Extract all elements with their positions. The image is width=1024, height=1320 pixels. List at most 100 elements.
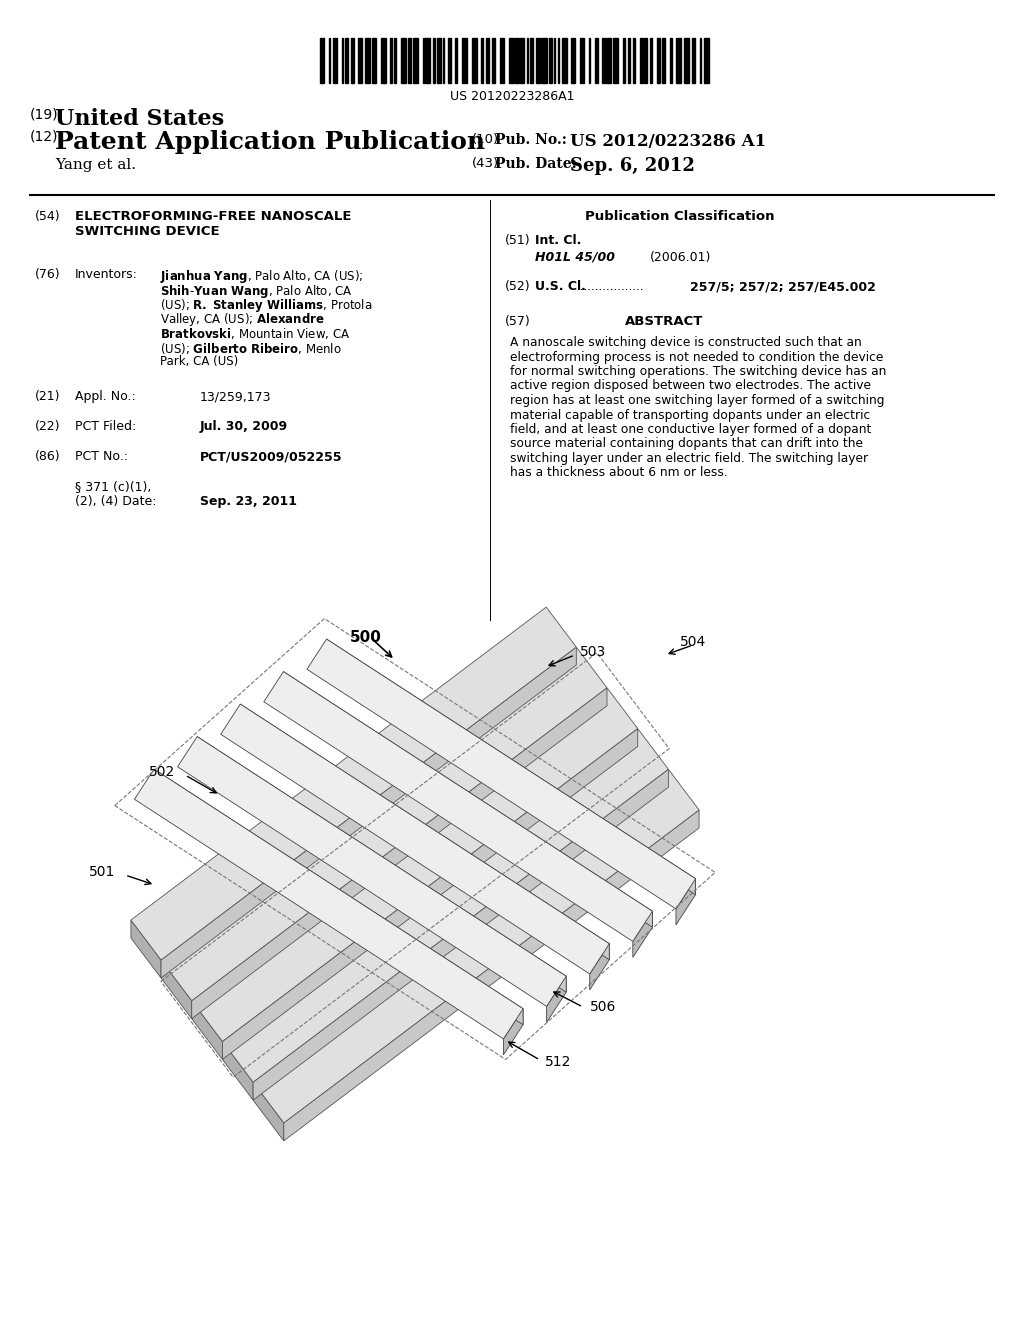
Polygon shape	[134, 770, 523, 1039]
Bar	[613, 38, 618, 83]
Polygon shape	[193, 1002, 222, 1060]
Bar	[580, 38, 584, 83]
Text: 503: 503	[580, 645, 606, 659]
Text: ABSTRACT: ABSTRACT	[625, 315, 703, 327]
Text: § 371 (c)(1),
(2), (4) Date:: § 371 (c)(1), (2), (4) Date:	[75, 480, 157, 508]
Text: US 20120223286A1: US 20120223286A1	[450, 90, 574, 103]
Text: 504: 504	[680, 635, 707, 649]
Text: US 2012/0223286 A1: US 2012/0223286 A1	[570, 133, 766, 150]
Polygon shape	[429, 906, 443, 920]
Text: United States: United States	[55, 108, 224, 129]
Text: A nanoscale switching device is constructed such that an: A nanoscale switching device is construc…	[510, 337, 862, 348]
Bar	[527, 38, 528, 83]
Bar	[390, 38, 392, 83]
Polygon shape	[379, 752, 392, 767]
Bar	[381, 38, 386, 83]
Text: material capable of transporting dopants under an electric: material capable of transporting dopants…	[510, 408, 870, 421]
Text: Yang et al.: Yang et al.	[55, 158, 136, 172]
Polygon shape	[590, 944, 609, 990]
Text: 500: 500	[350, 630, 382, 645]
Bar	[455, 38, 458, 83]
Bar	[329, 38, 330, 83]
Polygon shape	[284, 810, 699, 1140]
Polygon shape	[472, 874, 486, 887]
Text: PCT Filed:: PCT Filed:	[75, 420, 136, 433]
Polygon shape	[381, 814, 395, 829]
Polygon shape	[198, 737, 566, 993]
Polygon shape	[504, 1008, 523, 1055]
Bar	[640, 38, 642, 83]
Polygon shape	[424, 781, 438, 796]
Bar	[703, 38, 709, 83]
Bar	[401, 38, 406, 83]
Bar	[414, 38, 418, 83]
Polygon shape	[131, 920, 161, 978]
Polygon shape	[221, 704, 609, 974]
Text: Pub. Date:: Pub. Date:	[495, 157, 577, 172]
Polygon shape	[293, 817, 306, 832]
Polygon shape	[336, 785, 349, 799]
Text: (US); $\bf{R.\ Stanley\ Williams}$, Protola: (US); $\bf{R.\ Stanley\ Williams}$, Prot…	[160, 297, 373, 314]
Polygon shape	[162, 961, 191, 1019]
Text: 502: 502	[148, 766, 175, 779]
Polygon shape	[470, 812, 483, 825]
Text: Patent Application Publication: Patent Application Publication	[55, 129, 485, 154]
Polygon shape	[547, 977, 566, 1023]
Text: region has at least one switching layer formed of a switching: region has at least one switching layer …	[510, 393, 885, 407]
Polygon shape	[154, 770, 523, 1024]
Bar	[462, 38, 467, 83]
Bar	[485, 38, 489, 83]
Polygon shape	[223, 1043, 253, 1100]
Text: U.S. Cl.: U.S. Cl.	[535, 280, 586, 293]
Text: active region disposed between two electrodes. The active: active region disposed between two elect…	[510, 380, 871, 392]
Bar	[509, 38, 514, 83]
Bar	[409, 38, 411, 83]
Polygon shape	[249, 850, 263, 863]
Polygon shape	[193, 689, 638, 1041]
Bar	[663, 38, 665, 83]
Polygon shape	[467, 750, 481, 763]
Polygon shape	[327, 639, 695, 895]
Text: (76): (76)	[35, 268, 60, 281]
Polygon shape	[264, 672, 652, 941]
Bar	[425, 38, 430, 83]
Bar	[595, 38, 598, 83]
Polygon shape	[191, 688, 607, 1019]
Bar	[501, 38, 504, 83]
Bar	[536, 38, 541, 83]
Polygon shape	[254, 770, 699, 1123]
Bar	[342, 38, 343, 83]
Bar	[633, 38, 635, 83]
Text: $\bf{Bratkovski}$, Mountain View, CA: $\bf{Bratkovski}$, Mountain View, CA	[160, 326, 350, 341]
Text: (86): (86)	[35, 450, 60, 463]
Polygon shape	[253, 770, 669, 1100]
Text: ..................: ..................	[577, 280, 644, 293]
Polygon shape	[241, 704, 609, 960]
Polygon shape	[162, 648, 607, 1001]
Polygon shape	[223, 729, 669, 1082]
Polygon shape	[422, 719, 436, 734]
Bar	[691, 38, 695, 83]
Text: (51): (51)	[505, 234, 530, 247]
Bar	[644, 38, 647, 83]
Polygon shape	[561, 871, 574, 884]
Bar	[549, 38, 552, 83]
Text: ELECTROFORMING-FREE NANOSCALE
SWITCHING DEVICE: ELECTROFORMING-FREE NANOSCALE SWITCHING …	[75, 210, 351, 238]
Bar	[423, 38, 424, 83]
Polygon shape	[340, 909, 354, 923]
Bar	[657, 38, 659, 83]
Bar	[542, 38, 547, 83]
Polygon shape	[161, 647, 577, 978]
Text: (57): (57)	[505, 315, 530, 327]
Polygon shape	[633, 911, 652, 957]
Bar	[628, 38, 631, 83]
Text: field, and at least one conductive layer formed of a dopant: field, and at least one conductive layer…	[510, 422, 871, 436]
Bar	[472, 38, 477, 83]
Text: (2006.01): (2006.01)	[650, 251, 712, 264]
Polygon shape	[177, 737, 566, 1006]
Text: (21): (21)	[35, 389, 60, 403]
Polygon shape	[222, 729, 638, 1060]
Bar	[344, 38, 348, 83]
Bar	[393, 38, 396, 83]
Text: source material containing dopants that can drift into the: source material containing dopants that …	[510, 437, 863, 450]
